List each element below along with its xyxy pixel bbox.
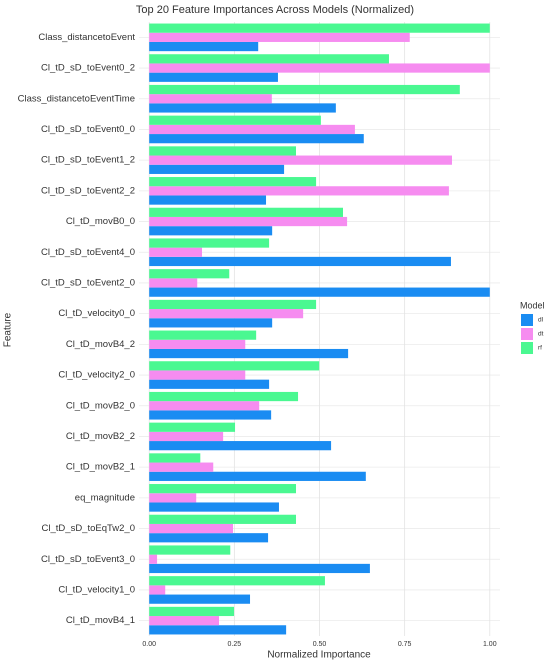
- y-tick-label: Cl_tD_sD_toEvent1_2: [41, 155, 135, 166]
- bar: [149, 164, 285, 174]
- y-tick-label: Cl_tD_velocity1_0: [58, 584, 135, 595]
- bar: [149, 585, 166, 595]
- bar: [149, 103, 336, 113]
- bar: [149, 554, 158, 564]
- bar: [149, 502, 279, 512]
- y-tick-label: Cl_tD_sD_toEqTw2_0: [42, 523, 135, 534]
- y-tick-label: Cl_tD_sD_toEvent2_2: [41, 185, 135, 196]
- bar: [149, 401, 260, 411]
- bar: [149, 54, 389, 64]
- bar: [149, 471, 366, 481]
- y-tick-label: Cl_tD_movB4_2: [66, 339, 135, 350]
- bar: [149, 523, 233, 534]
- legend-swatch: [521, 342, 533, 354]
- bar: [149, 269, 230, 279]
- bar: [149, 115, 321, 125]
- x-tick-label: 0.25: [228, 641, 242, 648]
- bar: [149, 330, 257, 340]
- bar: [149, 238, 270, 248]
- bar: [149, 514, 297, 524]
- bar: [149, 247, 203, 257]
- y-tick-label: Cl_tD_sD_toEvent0_2: [41, 63, 135, 74]
- bar: [149, 23, 490, 33]
- bar: [149, 545, 231, 555]
- bar: [149, 361, 320, 371]
- bar: [149, 309, 304, 319]
- bar: [149, 195, 267, 205]
- y-tick-label: Cl_tD_sD_toEvent0_0: [41, 124, 135, 135]
- bar: [149, 177, 317, 187]
- y-tick-label: Cl_tD_velocity2_0: [58, 370, 135, 381]
- bar: [149, 563, 370, 574]
- y-tick-label: Cl_tD_movB0_0: [66, 216, 135, 227]
- y-tick-label: Cl_tD_sD_toEvent4_0: [41, 247, 135, 258]
- y-tick-label: Cl_tD_movB2_1: [66, 462, 135, 473]
- bar: [149, 453, 201, 463]
- bar: [149, 32, 410, 42]
- bar: [149, 422, 236, 432]
- legend-label: dl: [538, 317, 544, 324]
- legend-label: dt: [538, 331, 544, 338]
- x-axis-label: Normalized Importance: [267, 650, 371, 661]
- bar: [149, 391, 299, 402]
- x-tick-label: 0.00: [142, 641, 156, 648]
- legend-label: rf: [538, 345, 542, 352]
- y-tick-label: Cl_tD_sD_toEvent3_0: [41, 554, 135, 565]
- bar: [149, 216, 348, 227]
- bar: [149, 606, 235, 617]
- bar: [149, 441, 332, 451]
- bar: [149, 186, 449, 196]
- legend-title: Model: [520, 300, 545, 310]
- y-axis-label: Feature: [3, 312, 14, 347]
- y-tick-label: Class_distancetoEvent: [38, 32, 135, 43]
- bar: [149, 370, 246, 380]
- bar: [149, 379, 270, 389]
- bar: [149, 146, 297, 156]
- legend-swatch: [521, 328, 533, 340]
- y-tick-label: Cl_tD_velocity0_0: [58, 308, 135, 319]
- bar: [149, 533, 269, 543]
- bar: [149, 616, 220, 626]
- y-tick-label: eq_magnitude: [75, 492, 135, 503]
- y-tick-label: Cl_tD_movB2_0: [66, 400, 135, 411]
- bar: [149, 41, 259, 52]
- bar: [149, 493, 197, 503]
- y-tick-label: Cl_tD_movB4_1: [66, 615, 135, 626]
- x-tick-label: 0.50: [313, 641, 327, 648]
- bar: [149, 576, 325, 586]
- bar: [149, 256, 451, 267]
- legend-swatch: [521, 314, 533, 326]
- x-tick-label: 0.75: [398, 641, 412, 648]
- bar: [149, 63, 490, 73]
- y-tick-label: Cl_tD_sD_toEvent2_0: [41, 277, 135, 288]
- bar: [149, 134, 364, 144]
- bar: [149, 207, 343, 217]
- bar: [149, 625, 287, 635]
- bar: [149, 124, 355, 135]
- bar: [149, 226, 273, 236]
- bar: [149, 348, 349, 359]
- bar: [149, 278, 198, 288]
- y-tick-label: Class_distancetoEventTime: [18, 93, 135, 104]
- bar: [149, 594, 251, 604]
- bar: [149, 155, 452, 165]
- bar: [149, 484, 297, 494]
- bar: [149, 339, 246, 349]
- y-tick-label: Cl_tD_movB2_2: [66, 431, 135, 442]
- bar: [149, 431, 224, 442]
- bar: [149, 72, 278, 82]
- bar: [149, 287, 490, 297]
- bar: [149, 318, 273, 328]
- bar: [149, 462, 214, 472]
- bar: [149, 84, 460, 95]
- bar: [149, 299, 317, 310]
- bar: [149, 410, 272, 420]
- chart-title: Top 20 Feature Importances Across Models…: [136, 4, 414, 16]
- x-tick-label: 1.00: [483, 641, 497, 648]
- bar: [149, 94, 272, 104]
